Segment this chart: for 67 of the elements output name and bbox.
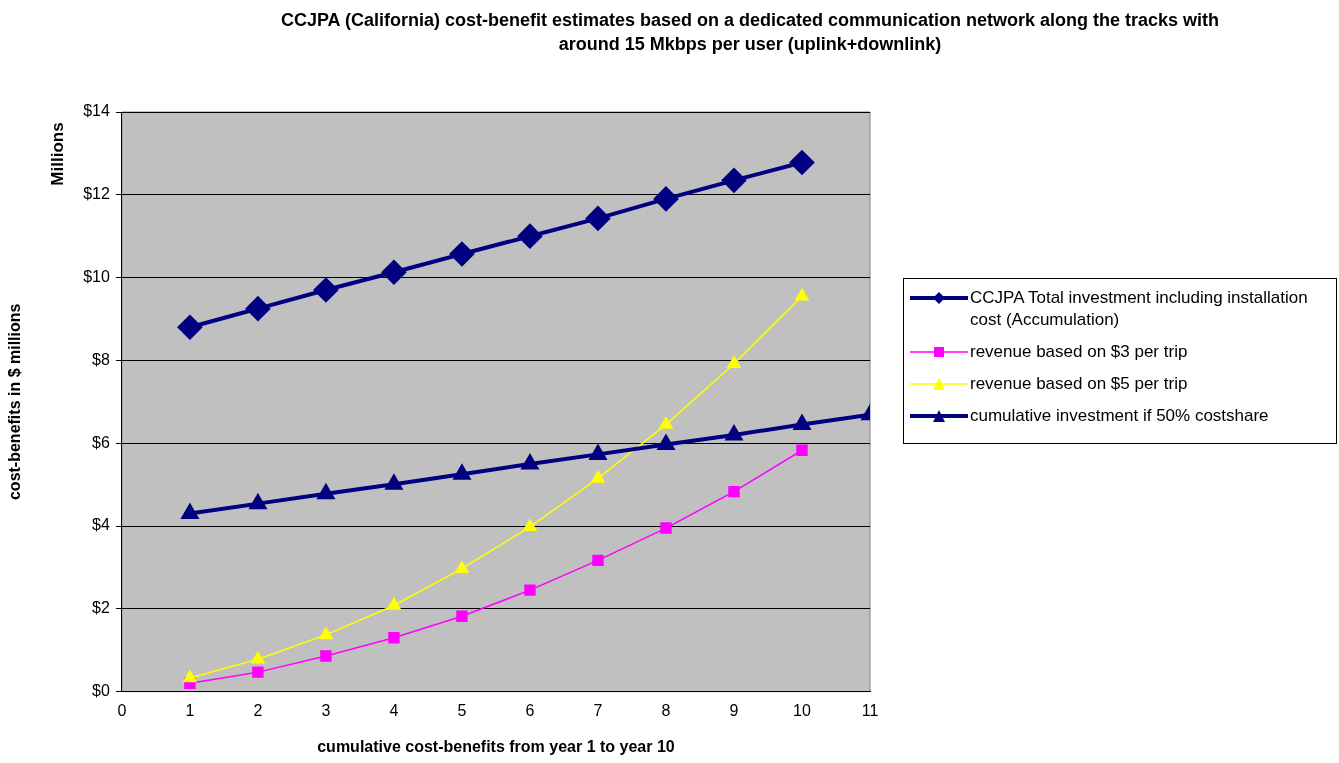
y-tick-label: $10	[83, 268, 110, 286]
x-tick-label: 0	[117, 701, 127, 719]
point	[313, 278, 338, 303]
point	[789, 150, 814, 175]
point	[381, 260, 406, 285]
x-tick-label: 9	[729, 701, 739, 719]
point	[592, 554, 604, 567]
y-tick-label: $2	[92, 599, 110, 617]
point	[449, 242, 474, 266]
point	[319, 627, 333, 640]
x-tick-label: 3	[321, 701, 331, 719]
legend-label: CCJPA Total investment including installation cost (Accumulation)	[970, 287, 1309, 331]
point	[523, 519, 537, 532]
x-tick-label: 4	[389, 701, 399, 719]
point	[385, 475, 402, 490]
point	[248, 492, 268, 510]
point	[796, 444, 808, 456]
point	[183, 670, 197, 683]
legend-label: revenue based on $5 per trip	[970, 373, 1188, 395]
point	[660, 522, 672, 534]
legend-label: cumulative investment if 50% costshare	[970, 405, 1269, 427]
x-tick-label: 11	[861, 701, 879, 719]
x-axis-title: cumulative cost-benefits from year 1 to year 10	[317, 737, 675, 755]
x-tick-label: 10	[793, 701, 811, 719]
point	[245, 296, 270, 321]
point	[591, 470, 605, 483]
point	[251, 651, 265, 664]
y-axis-title: cost-benefits in $ millions	[6, 303, 24, 501]
point	[177, 315, 202, 340]
point	[589, 445, 607, 460]
point	[653, 186, 678, 211]
point	[795, 288, 809, 301]
point	[388, 632, 400, 644]
chart-title: CCJPA (California) cost-benefit estimates based on a dedicated communication network along the tracks with around 15 Mkbps per user (uplink+downlink)	[279, 9, 1221, 56]
point	[725, 425, 743, 441]
point	[320, 650, 332, 662]
point	[792, 413, 812, 431]
y-tick-label: $4	[92, 516, 110, 534]
y-tick-label: $12	[83, 185, 110, 203]
point	[585, 206, 610, 231]
y-tick-label: $14	[83, 102, 110, 120]
point	[657, 435, 675, 450]
point	[721, 168, 746, 193]
point	[316, 482, 336, 500]
x-tick-label: 6	[525, 701, 535, 719]
point	[659, 416, 673, 429]
text: Millions	[47, 122, 67, 186]
point	[728, 485, 740, 498]
y-tick-label: $8	[92, 350, 110, 368]
legend-label: revenue based on $3 per trip	[970, 341, 1188, 363]
point	[456, 610, 468, 622]
x-tick-label: 7	[593, 701, 603, 719]
point	[524, 584, 536, 596]
y-tick-label: $0	[92, 682, 110, 700]
point	[252, 666, 264, 678]
point	[453, 465, 471, 480]
point	[455, 560, 469, 573]
y-tick-label: $6	[92, 433, 110, 451]
x-tick-label: 5	[457, 701, 467, 719]
point	[517, 224, 542, 249]
point	[521, 454, 539, 470]
point	[727, 355, 741, 368]
x-tick-label: 8	[661, 701, 671, 719]
x-tick-label: 2	[253, 701, 263, 719]
point	[180, 502, 200, 520]
point	[387, 597, 401, 610]
x-tick-label: 1	[185, 701, 195, 719]
